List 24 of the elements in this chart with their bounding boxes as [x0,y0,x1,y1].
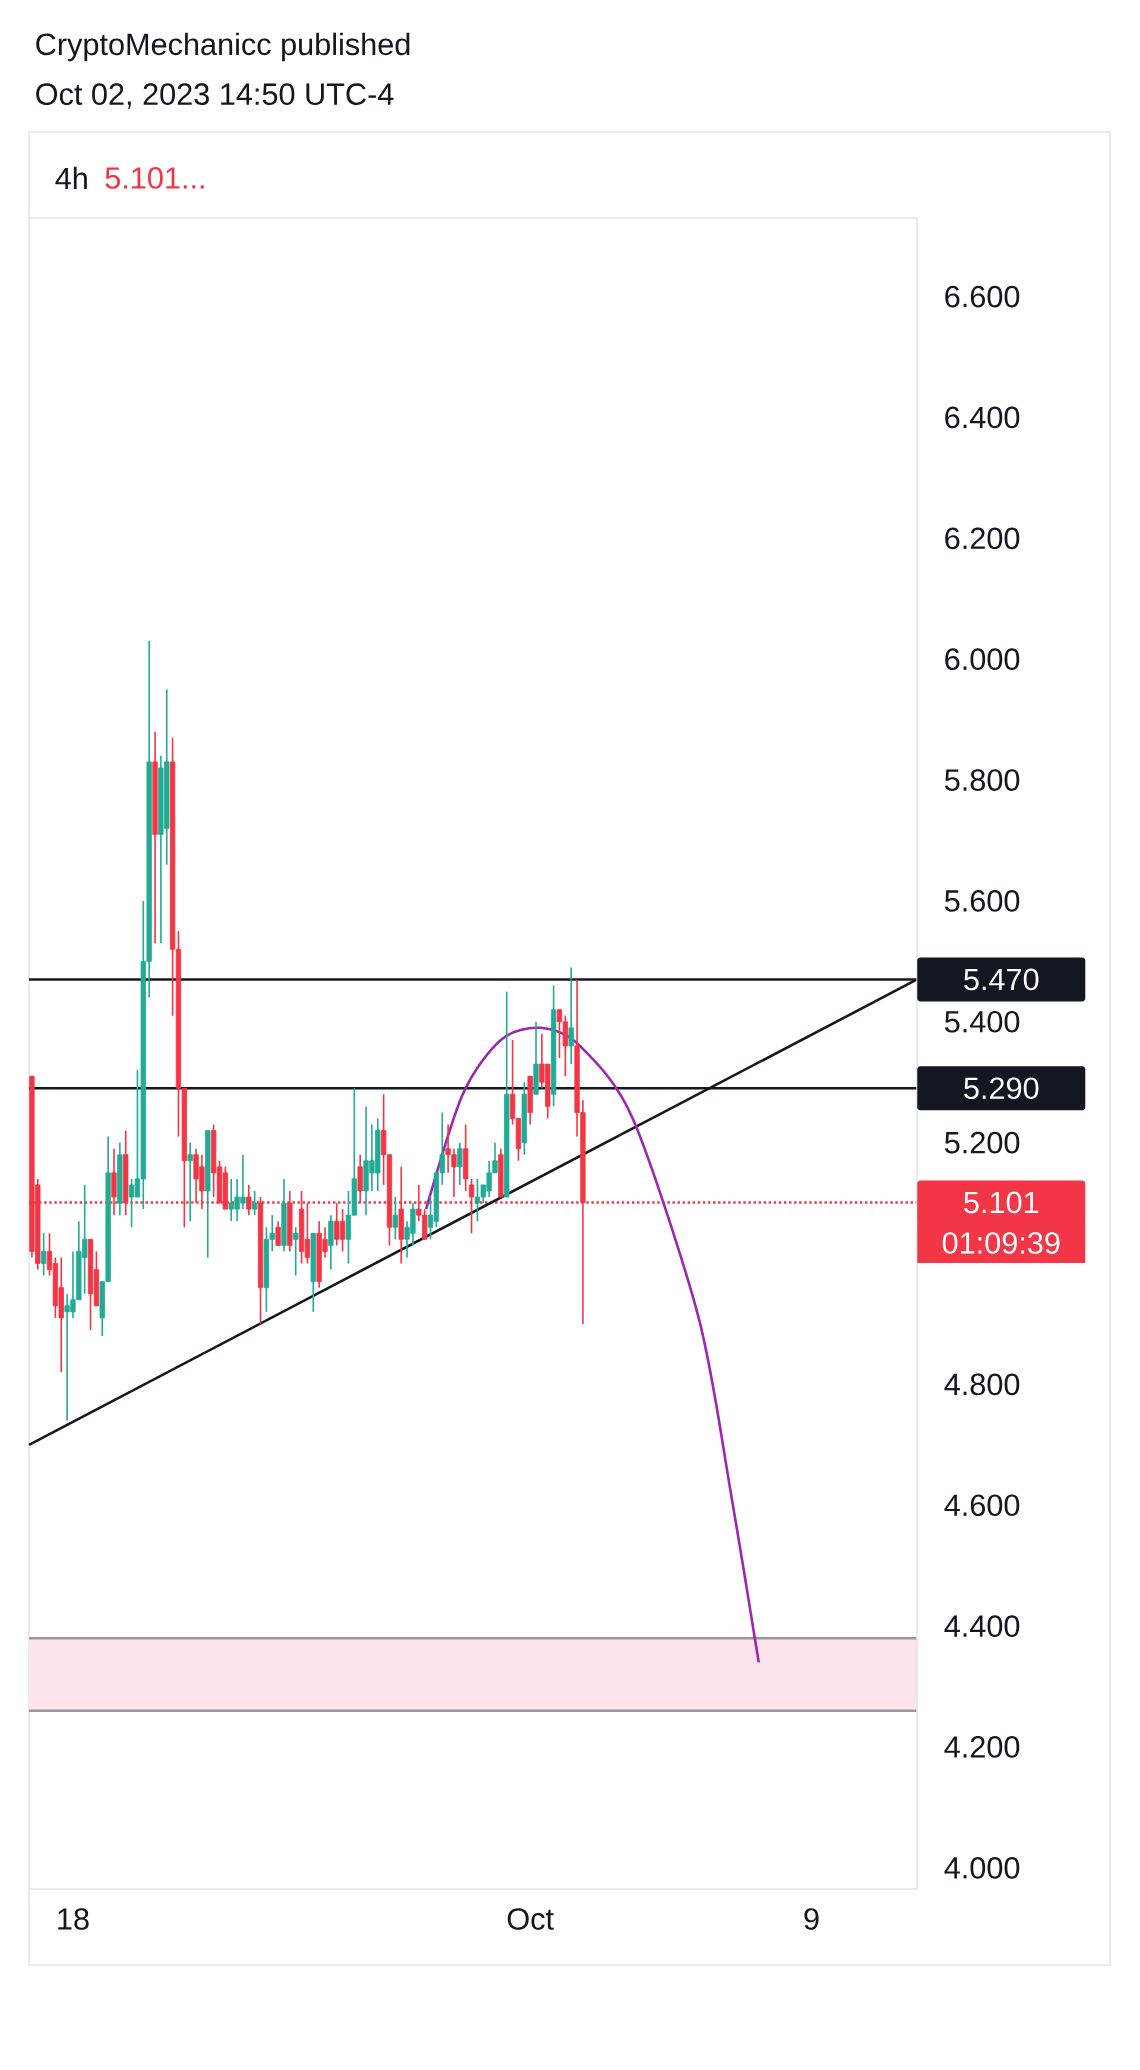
y-tick-label: 6.400 [945,406,1020,429]
y-tick-label: 4.800 [944,1373,1020,1396]
y-tick-label: 4.000 [944,1856,1020,1879]
y-tick-label: 6.200 [945,527,1020,550]
x-tick-label: 9 [804,1908,819,1930]
y-tick-label: 5.200 [944,1131,1020,1154]
ref-line-label: 5.290 [964,1077,1039,1100]
y-tick-label: 6.600 [945,285,1020,308]
x-tick-label: 18 [58,1908,89,1930]
text: 01:09:39 [942,1232,1060,1254]
y-tick-label: 4.400 [944,1615,1020,1637]
y-tick-label: 5.600 [944,890,1020,912]
x-tick-label: Oct [507,1908,554,1930]
chart-subtitle: Oct 02, 2023 14:50 UTC-4 [36,83,394,109]
ref-line-label: 5.101 [964,1191,1039,1214]
y-tick-label: 5.400 [944,1010,1020,1033]
text: CryptoMechanicc published [36,32,410,62]
y-tick-label: 5.800 [944,769,1020,791]
y-tick-label: 4.200 [944,1736,1020,1758]
text: 5.101... [105,167,204,189]
y-tick-label: 6.000 [945,648,1020,671]
y-tick-label: 4.600 [944,1494,1020,1517]
ref-line-label: 5.470 [964,968,1039,991]
chart-title: 4h [55,166,87,190]
